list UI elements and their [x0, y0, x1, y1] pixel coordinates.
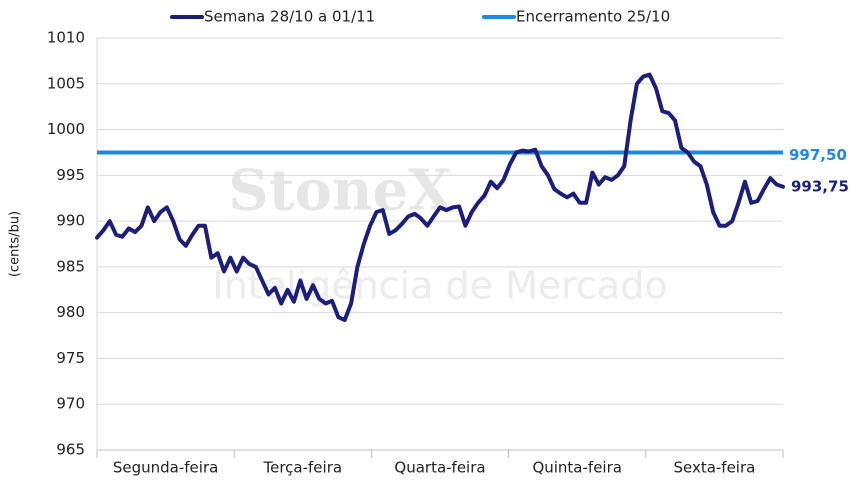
legend-label: Encerramento 25/10	[516, 8, 670, 26]
x-tick-label: Quinta-feira	[532, 459, 622, 477]
y-tick-label: 985	[56, 257, 85, 275]
watermark: Inteligência de Mercado	[212, 264, 667, 308]
line-series	[95, 72, 785, 322]
watermark: StoneX	[228, 158, 452, 224]
end-label: 993,75	[791, 177, 849, 195]
legend-label: Semana 28/10 a 01/11	[204, 8, 375, 26]
x-tick-label: Terça-feira	[263, 459, 343, 477]
y-tick-label: 995	[56, 166, 85, 184]
x-tick-label: Sexta-feira	[673, 459, 755, 477]
y-tick-label: 980	[56, 303, 85, 321]
x-tick-label: Segunda-feira	[113, 459, 218, 477]
y-axis-label: (cents/bu)	[8, 211, 23, 277]
y-tick-label: 975	[56, 349, 85, 367]
y-tick-label: 970	[56, 395, 85, 413]
y-tick-label: 1010	[47, 29, 85, 47]
reference-label: 997,50	[789, 146, 847, 164]
y-tick-label: 1005	[47, 74, 85, 92]
y-tick-label: 965	[56, 441, 85, 459]
y-tick-label: 1000	[47, 120, 85, 138]
y-tick-label: 990	[56, 212, 85, 230]
x-tick-label: Quarta-feira	[394, 459, 485, 477]
